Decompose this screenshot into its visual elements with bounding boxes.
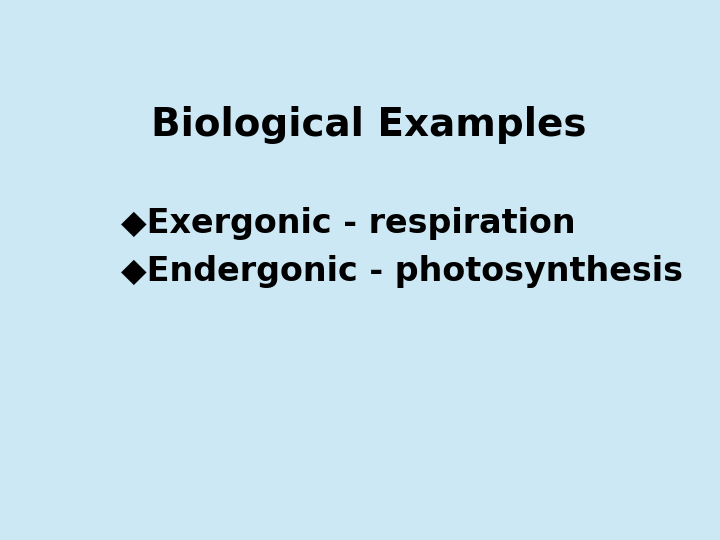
Text: ◆Endergonic - photosynthesis: ◆Endergonic - photosynthesis [121, 255, 683, 288]
Text: Biological Examples: Biological Examples [151, 106, 587, 144]
Text: ◆Exergonic - respiration: ◆Exergonic - respiration [121, 207, 575, 240]
